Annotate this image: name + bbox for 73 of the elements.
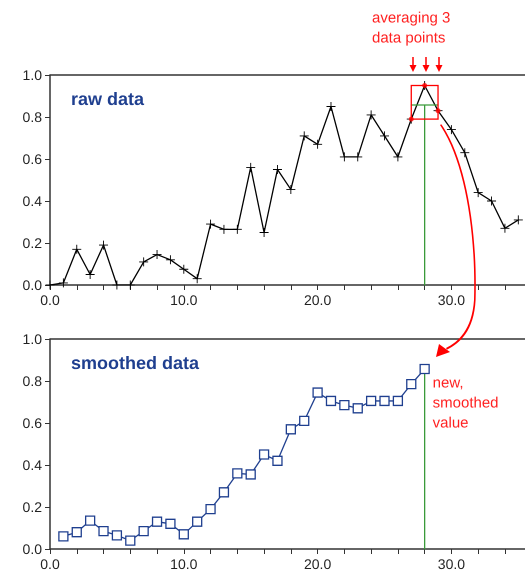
point [165,518,176,529]
y-tick-label: 0.6 [22,151,42,167]
x-tick-label: 0.0 [40,292,60,308]
text: raw data [71,89,146,109]
x-tick-label: 20.0 [304,292,332,308]
point [313,140,322,149]
point [72,527,82,538]
point [125,535,136,546]
y-tick-label: 0.2 [22,235,42,251]
point [178,529,189,540]
y-tick-label: 0.4 [22,457,42,473]
x-tick-label: 10.0 [170,556,198,572]
point [98,526,109,536]
point [232,224,242,234]
x-tick-label: 0.0 [40,556,60,572]
point [500,224,510,233]
y-tick-label: 0.8 [22,109,42,125]
point [84,516,96,526]
point [258,449,270,460]
y-tick-label: 0.6 [22,415,42,431]
y-tick-label: 0.0 [22,277,42,293]
point [246,469,256,480]
point [286,424,296,434]
point [139,257,148,266]
y-tick-label: 0.0 [22,541,42,557]
text: smoothed data [71,353,200,373]
point [392,396,404,406]
point [218,487,230,498]
x-tick-label: 10.0 [170,292,198,308]
point [393,152,402,162]
point [312,387,323,398]
point [232,468,242,479]
point [339,400,350,410]
point [192,516,202,527]
x-tick-label: 20.0 [304,556,332,572]
point [366,110,376,120]
point [379,396,390,406]
point [326,396,336,406]
point [272,456,283,466]
point [420,364,430,374]
point [86,270,95,279]
point [299,416,310,426]
x-tick-label: 30.0 [438,292,466,308]
point [366,396,376,406]
y-tick-label: 0.4 [22,193,42,209]
point [446,125,456,134]
point [206,220,216,229]
y-tick-label: 1.0 [22,331,42,347]
point [487,196,496,206]
x-tick-label: 30.0 [438,556,466,572]
annotation: new, smoothed value [432,374,499,432]
point [138,526,149,536]
point [152,250,162,260]
point [58,531,69,542]
point [286,184,296,194]
point [514,215,523,224]
y-tick-label: 0.2 [22,499,42,515]
point [406,379,416,390]
point [112,530,122,540]
text: averaging 3 data points [372,10,450,46]
point [326,102,336,111]
point [58,278,68,288]
point [474,188,483,198]
point [352,403,363,414]
point [272,165,282,174]
point [152,516,162,527]
point [205,504,216,514]
y-tick-label: 0.8 [22,373,42,389]
point [380,131,390,140]
point [219,224,228,234]
point [260,228,269,237]
point [99,240,108,250]
y-tick-label: 1.0 [22,67,42,83]
